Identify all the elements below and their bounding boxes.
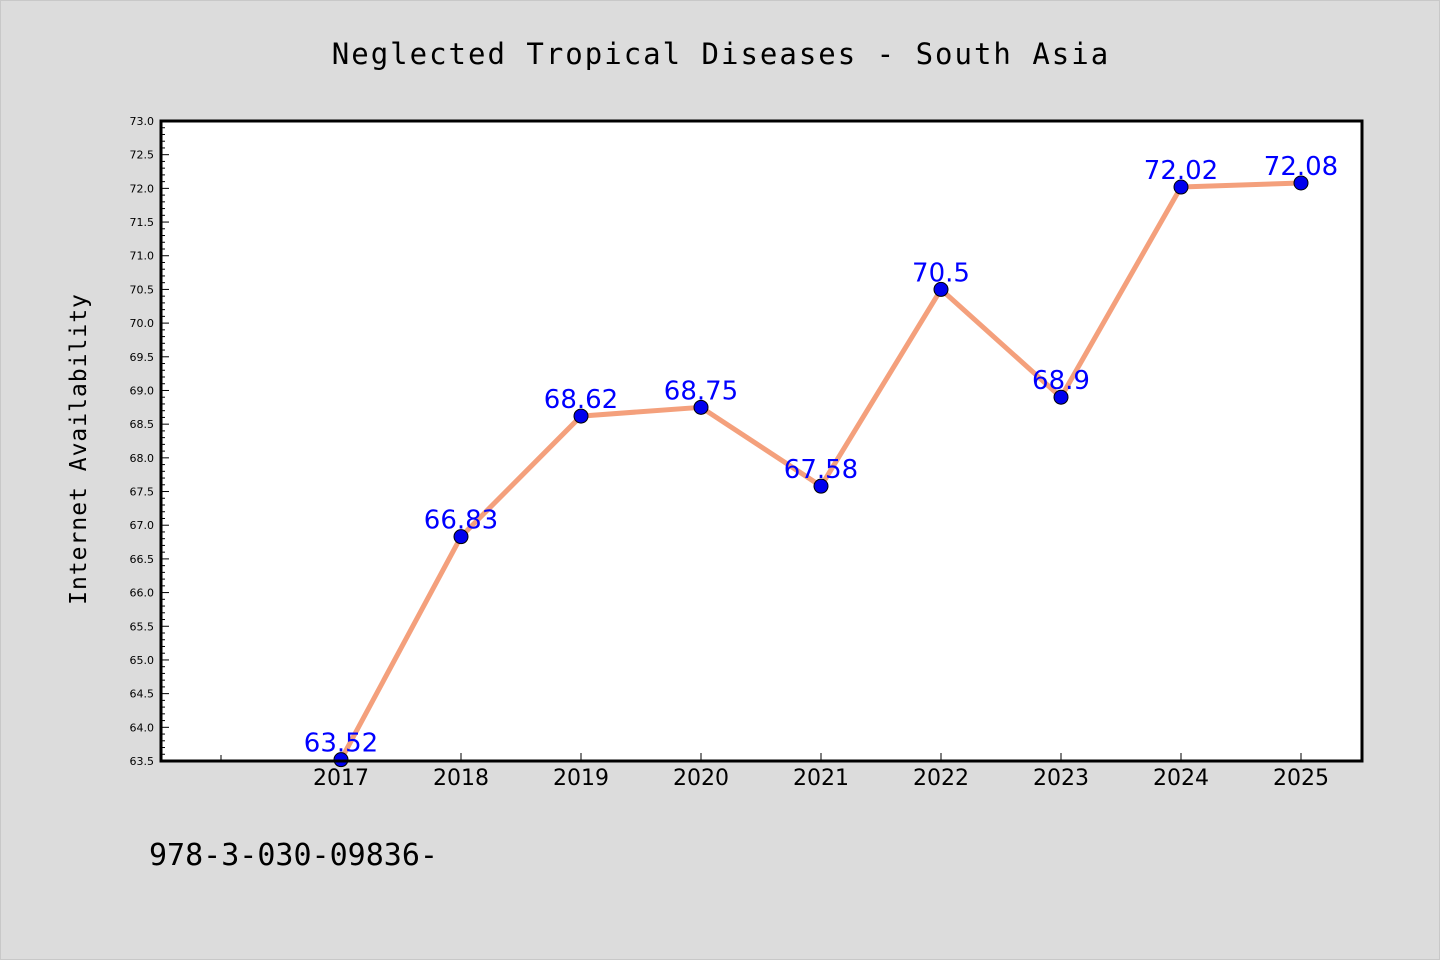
data-label: 70.5 <box>912 258 970 288</box>
y-tick-label: 63.5 <box>130 755 155 768</box>
x-tick-label: 2021 <box>793 766 849 791</box>
chart-title: Neglected Tropical Diseases - South Asia <box>332 37 1110 71</box>
y-tick-label: 66.5 <box>130 553 155 566</box>
data-label: 72.02 <box>1144 156 1218 186</box>
plot-area <box>161 121 1362 761</box>
y-tick-label: 73.0 <box>130 115 155 128</box>
x-tick-label: 2022 <box>913 766 969 791</box>
x-tick-label: 2018 <box>433 766 489 791</box>
y-tick-label: 71.5 <box>130 216 155 229</box>
x-tick-label: 2023 <box>1033 766 1089 791</box>
data-point <box>1053 389 1069 405</box>
data-label: 68.62 <box>544 385 618 415</box>
y-tick-label: 72.0 <box>130 182 155 195</box>
y-tick-label: 66.0 <box>130 587 155 600</box>
y-tick-label: 64.5 <box>130 688 155 701</box>
x-tick-label: 2019 <box>553 766 609 791</box>
y-tick-label: 69.5 <box>130 351 155 364</box>
x-tick-label: 2025 <box>1273 766 1329 791</box>
y-tick-label: 65.0 <box>130 654 155 667</box>
data-point <box>1293 175 1309 191</box>
footer-code: 978-3-030-09836- <box>149 838 438 873</box>
data-point <box>933 281 949 297</box>
data-label: 66.83 <box>424 506 498 536</box>
y-axis-label: Internet Availability <box>66 293 92 605</box>
y-tick-label: 65.5 <box>130 620 155 633</box>
y-tick-label: 68.5 <box>130 418 155 431</box>
data-label: 63.52 <box>304 729 378 759</box>
data-point <box>813 478 829 494</box>
data-point <box>573 408 589 424</box>
data-label: 68.75 <box>664 376 738 406</box>
data-point <box>453 529 469 545</box>
data-label: 72.08 <box>1264 152 1338 182</box>
y-tick-label: 70.5 <box>130 283 155 296</box>
x-tick-label: 2020 <box>673 766 729 791</box>
data-point <box>1173 179 1189 195</box>
x-tick-label: 2024 <box>1153 766 1209 791</box>
y-tick-label: 71.0 <box>130 250 155 263</box>
data-label: 67.58 <box>784 455 858 485</box>
y-tick-label: 67.0 <box>130 519 155 532</box>
y-tick-label: 67.5 <box>130 486 155 499</box>
y-tick-label: 64.0 <box>130 721 155 734</box>
y-tick-label: 68.0 <box>130 452 155 465</box>
plot-frame <box>159 119 1364 763</box>
x-tick-label: 2017 <box>313 766 369 791</box>
y-tick-label: 70.0 <box>130 317 155 330</box>
data-label: 68.9 <box>1032 366 1090 396</box>
plot-layer: 63.5 64.0 64.5 65.0 65.5 66.0 66.5 67.0 67.5 68.0… <box>130 115 1339 791</box>
data-point <box>693 399 709 415</box>
y-tick-label: 72.5 <box>130 149 155 162</box>
y-tick-label: 69.0 <box>130 384 155 397</box>
